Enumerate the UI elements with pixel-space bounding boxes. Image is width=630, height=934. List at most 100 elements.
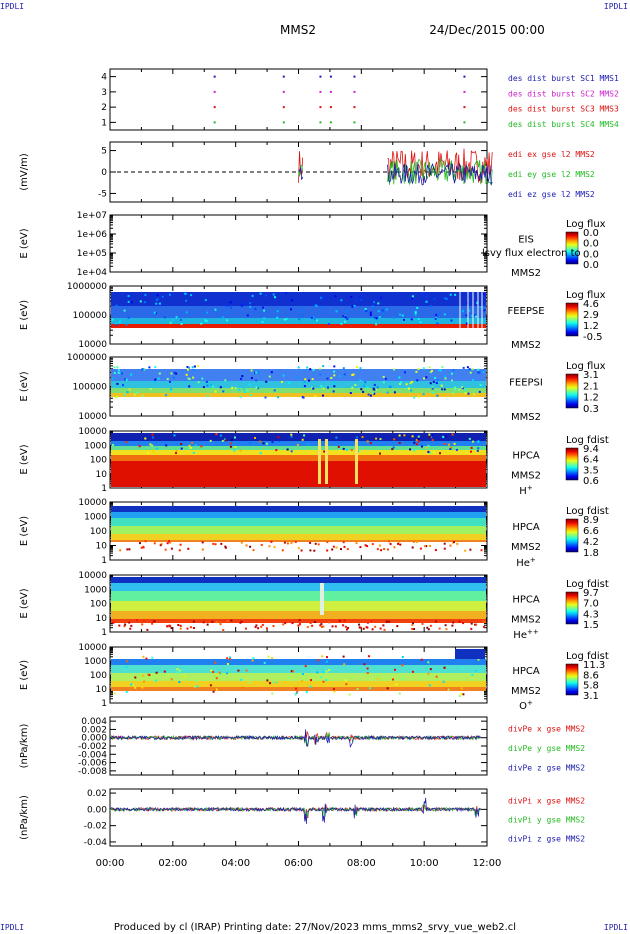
feepsi-pixel: [423, 377, 425, 380]
hpca-h-pixel: [428, 451, 431, 454]
hpca-he-pixel: [170, 547, 173, 550]
feepse-pixel: [465, 314, 468, 317]
hpca-h-pixel: [427, 444, 430, 447]
hpca-hepp-pixel: [255, 624, 258, 627]
hpca-o-pixel: [229, 658, 232, 661]
hpca-hepp-pixel: [370, 620, 373, 622]
hpca_hepp-ytick-label: 10000: [78, 571, 107, 581]
hpca-hepp-pixel: [427, 628, 430, 631]
hpca-hepp-pixel: [151, 622, 154, 625]
feepse-pixel: [171, 319, 174, 322]
panel-feepse: 10000 100000 1000000 E (eV) Log flux4.62.91.…: [19, 282, 606, 351]
feepse-pixel: [276, 310, 279, 313]
feepsi-pixel: [173, 371, 176, 374]
hpca-h-pixel: [301, 438, 304, 441]
hpca-h-band: [111, 433, 486, 441]
burst-marker: [329, 121, 332, 124]
divpi-frame: [109, 788, 488, 847]
feepse-pixel: [298, 318, 301, 321]
edi-legend-0: edi ex gse l2 MMS2: [508, 150, 595, 159]
feepsi-pixel: [130, 373, 133, 376]
feepse-pixel: [475, 315, 477, 318]
feepsi-pixel: [265, 380, 268, 383]
feepsi-pixel: [461, 386, 464, 389]
feepse-pixel: [206, 311, 209, 314]
hpca-he-pixel: [249, 545, 252, 548]
xaxis-tick-label: 12:00: [473, 858, 502, 869]
feepsi-pixel: [417, 368, 420, 370]
feepse-pixel: [419, 321, 422, 324]
hpca-hepp-pixel: [309, 622, 312, 624]
feepsi-pixel: [311, 386, 314, 389]
panel-divpi: -0.04 -0.02 0.00 0.02 (nPa/km) divPi x gse MM…: [19, 788, 585, 848]
hpca_hepp-colorbar-tick: 9.7: [583, 588, 599, 599]
hpca-h-pixel: [152, 436, 154, 439]
hpca-o-pixel: [216, 673, 219, 676]
eis-overlay-text: lsvy flux electron to: [482, 248, 581, 259]
hpca_he-colorbar: [565, 518, 579, 553]
edi-trace: [298, 167, 304, 180]
feepse-pixel: [156, 294, 159, 297]
hpca_h-ytick-label: 1000: [84, 441, 107, 451]
hpca-o-pixel: [143, 680, 146, 683]
hpca-o-pixel: [271, 680, 274, 683]
feepse-pixel: [385, 308, 388, 311]
hpca-h-pixel: [188, 444, 191, 447]
feepsi-pixel: [126, 391, 129, 394]
hpca-h-pixel: [398, 434, 401, 437]
hpca-o-pixel: [252, 657, 255, 660]
feepsi-pixel: [136, 391, 139, 394]
hpca-hepp-pixel: [382, 624, 385, 627]
feepsi-band: [111, 393, 486, 397]
hpca-he-pixel: [376, 548, 379, 551]
feepsi-pixel: [264, 396, 267, 399]
eis-overlay-main: flux electron to: [505, 248, 581, 259]
feepsi-pixel: [243, 390, 246, 393]
hpca-hepp-pixel: [344, 625, 347, 628]
divpe-trace: [110, 732, 481, 747]
panel-hpca_o: 1 10 100 1000 10000 E (eV) Log fdist11.38.65.8…: [19, 643, 609, 712]
feepse-pixel: [321, 306, 324, 309]
hpca_he-colorbar-tick: 6.6: [583, 526, 599, 537]
hpca-hepp-pixel: [123, 625, 126, 628]
hpca-he-pixel: [297, 547, 300, 550]
hpca-o-pixel: [288, 677, 291, 680]
feepsi-pixel: [322, 394, 324, 397]
hpca-h-pixel: [393, 438, 396, 441]
hpca-h-pixel: [175, 452, 177, 455]
hpca-o-pixel: [394, 668, 396, 671]
feepsi-band: [111, 369, 486, 381]
hpca-h-pixel: [449, 448, 452, 450]
hpca-he-pixel: [240, 541, 243, 544]
hpca-h-pixel: [427, 450, 430, 453]
hpca-he-pixel: [142, 546, 145, 549]
hpca-o-pixel: [400, 678, 403, 681]
hpca_o-spacecraft: MMS2: [511, 686, 541, 697]
feepsi-pixel: [125, 378, 128, 381]
feepsi-pixel: [158, 372, 161, 375]
hpca-hepp-pixel: [177, 624, 180, 626]
feepse-pixel: [461, 310, 464, 313]
hpca-he-pixel: [364, 544, 367, 547]
hpca-he-pixel: [128, 548, 131, 551]
feepsi-pixel: [205, 380, 208, 383]
hpca_he-species: He+: [516, 556, 536, 569]
hpca-hepp-band: [111, 611, 486, 619]
hpca-he-pixel: [399, 543, 402, 546]
hpca-o-pixel: [210, 669, 213, 672]
panel-hpca_h: 1 10 100 1000 10000 E (eV) Log fdist9.46.43.50…: [19, 427, 609, 497]
hpca-o-pixel: [130, 683, 133, 686]
feepsi-pixel: [188, 378, 191, 381]
hpca-he-pixel: [314, 542, 317, 545]
hpca-h-pixel: [391, 448, 394, 451]
hpca_h-ytick-label: 10: [96, 470, 108, 480]
hpca-he-band: [111, 534, 486, 540]
feepse-pixel: [473, 314, 476, 317]
hpca-hepp-pixel: [429, 624, 432, 627]
feepsi-pixel: [231, 386, 234, 389]
feepsi-pixel: [240, 377, 242, 380]
divpe-ytick-label: -0.006: [78, 759, 107, 769]
hpca-o-pixel: [292, 670, 295, 673]
feepsi-colorbar-title: Log flux: [566, 361, 606, 372]
